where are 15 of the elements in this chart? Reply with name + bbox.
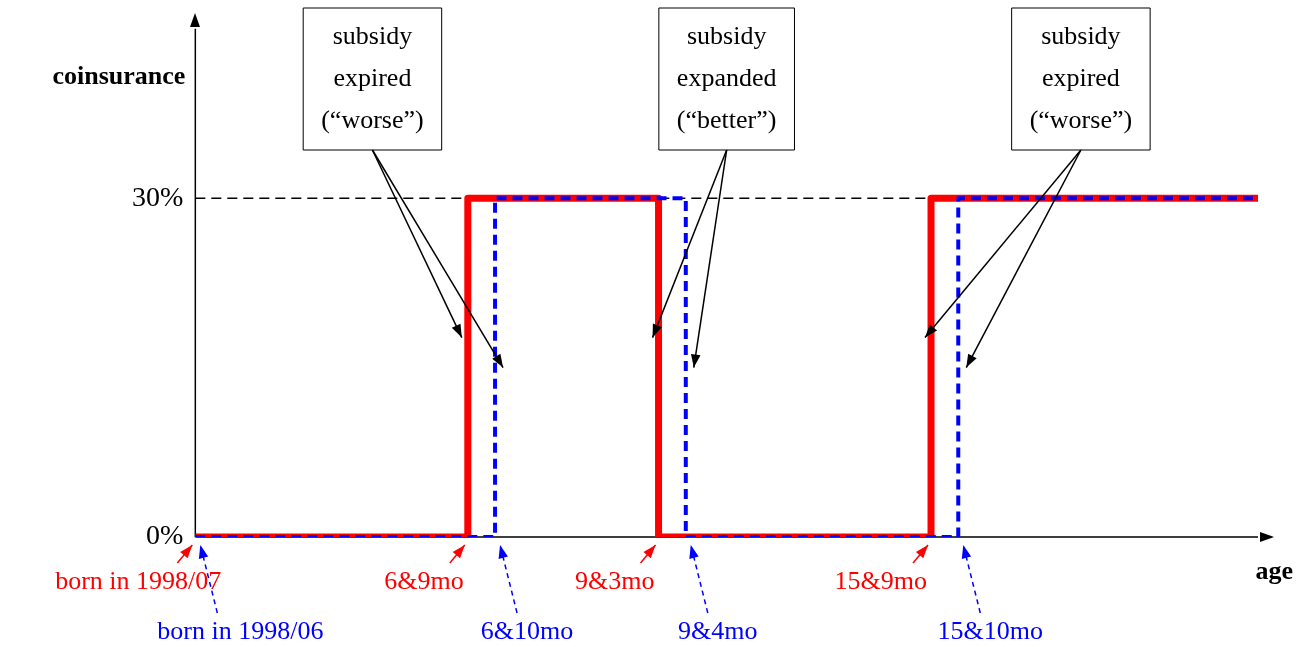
text: 6&9mo: [384, 566, 464, 595]
y-tick-label: 30%: [132, 180, 184, 212]
text: 6&10mo: [480, 616, 574, 645]
text: 9&4mo: [678, 616, 758, 645]
text: 9&3mo: [575, 566, 655, 595]
y-axis-title: coinsurance: [52, 60, 186, 90]
x-axis-title: age: [1255, 555, 1293, 585]
annotation: subsidy expired (“worse”): [321, 20, 424, 134]
text: born in 1998/06: [157, 616, 324, 645]
text: 15&10mo: [937, 616, 1043, 645]
annotation: subsidy expired (“worse”): [1029, 20, 1133, 134]
legend-label: born in 1998/07: [55, 566, 222, 595]
annotation: subsidy expanded (“better”): [676, 20, 777, 134]
text: 15&9mo: [834, 566, 928, 595]
y-tick-label: 0%: [146, 519, 184, 551]
